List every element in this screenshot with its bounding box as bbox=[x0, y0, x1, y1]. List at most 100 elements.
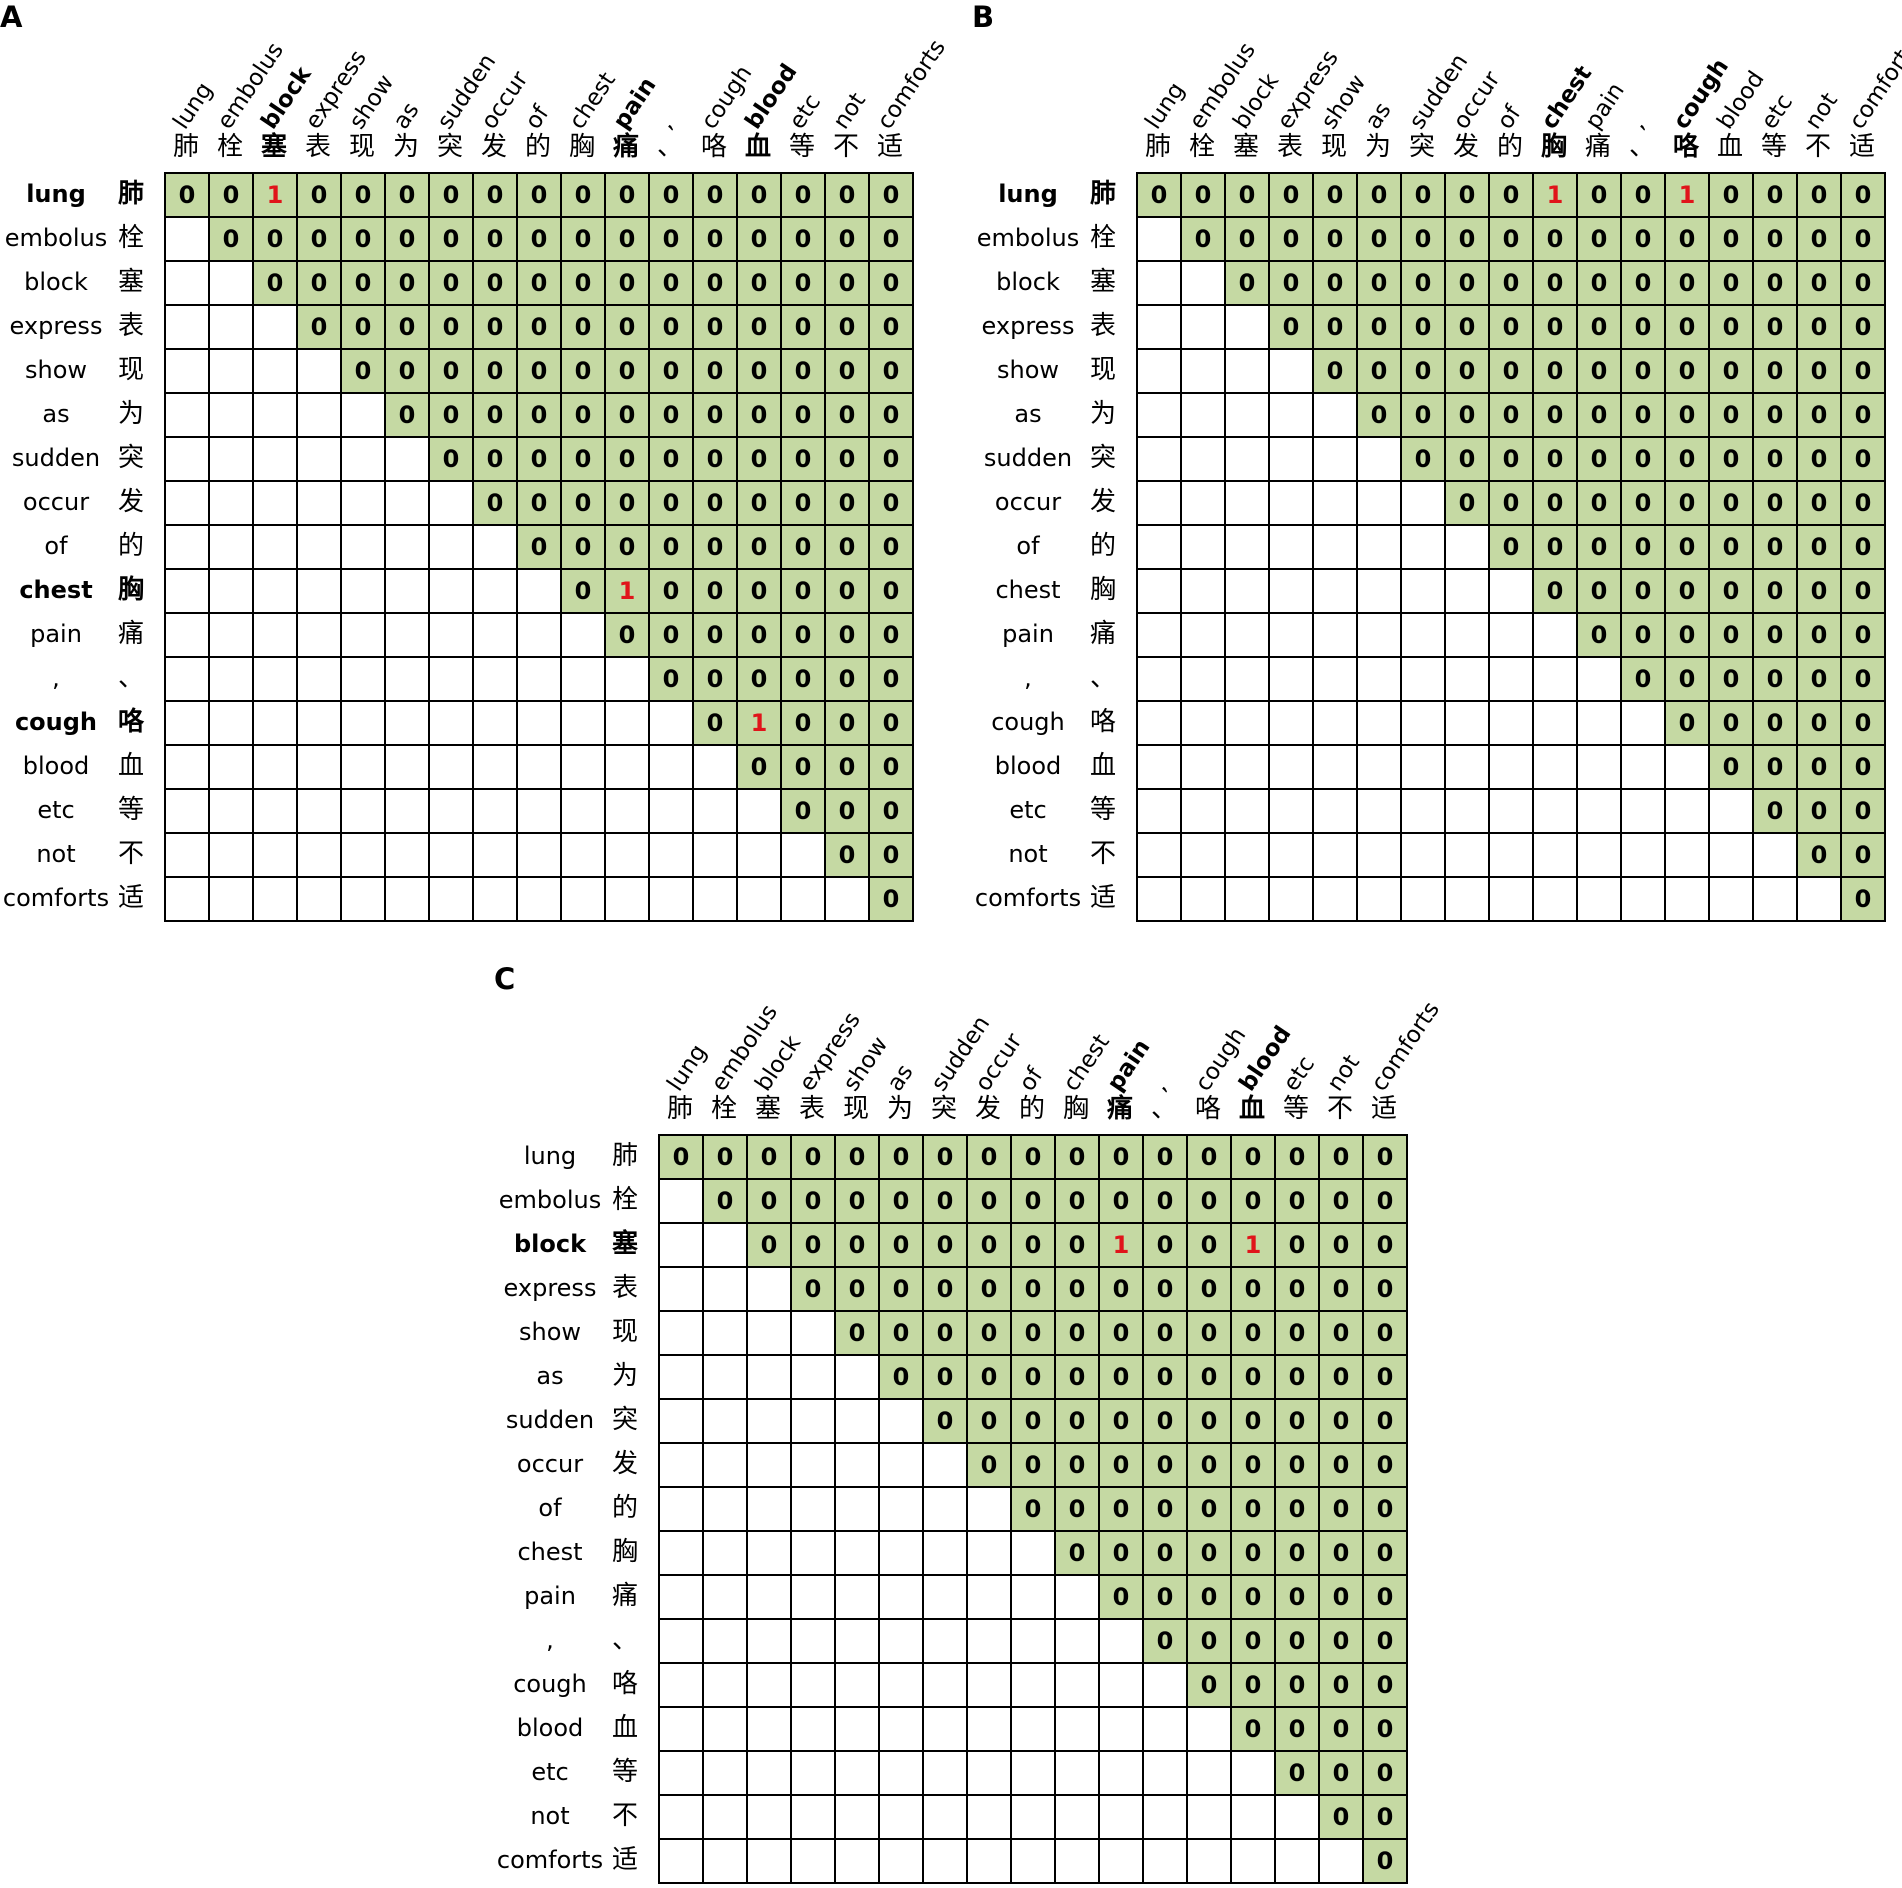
matrix-cell bbox=[1012, 1576, 1056, 1620]
matrix-cell bbox=[166, 526, 210, 570]
column-label-zh: 肺 bbox=[666, 1094, 693, 1124]
matrix-cell: 0 bbox=[1100, 1180, 1144, 1224]
matrix-cell bbox=[1226, 746, 1270, 790]
matrix-cell: 0 bbox=[606, 218, 650, 262]
row-label-en: of bbox=[1016, 532, 1040, 560]
matrix-cell bbox=[880, 1708, 924, 1752]
matrix-cell bbox=[1358, 746, 1402, 790]
matrix-cell bbox=[660, 1444, 704, 1488]
matrix-cell bbox=[660, 1752, 704, 1796]
column-label-zh: 现 bbox=[348, 132, 375, 162]
matrix-cell: 0 bbox=[1364, 1576, 1408, 1620]
matrix-cell bbox=[1358, 614, 1402, 658]
matrix-cell: 0 bbox=[1144, 1400, 1188, 1444]
matrix-cell: 0 bbox=[650, 658, 694, 702]
matrix-cell: 0 bbox=[1276, 1664, 1320, 1708]
matrix-cell: 0 bbox=[1534, 438, 1578, 482]
row-label-zh: 等 bbox=[117, 795, 144, 825]
matrix-cell: 0 bbox=[826, 438, 870, 482]
matrix-cell bbox=[210, 482, 254, 526]
matrix-cell bbox=[1314, 834, 1358, 878]
matrix-cell bbox=[880, 1488, 924, 1532]
row-label-en: block bbox=[24, 268, 88, 296]
row-label-en: , bbox=[546, 1626, 554, 1654]
matrix-cell: 0 bbox=[870, 570, 914, 614]
row-label-en: lung bbox=[998, 180, 1058, 208]
matrix-cell: 0 bbox=[1534, 482, 1578, 526]
matrix-cell: 0 bbox=[738, 306, 782, 350]
row-label-zh: 等 bbox=[611, 1757, 638, 1787]
row-label-en: as bbox=[1014, 400, 1042, 428]
matrix-cell: 0 bbox=[1232, 1708, 1276, 1752]
matrix-cell: 0 bbox=[210, 174, 254, 218]
matrix-cell: 0 bbox=[474, 174, 518, 218]
matrix-cell: 0 bbox=[924, 1400, 968, 1444]
matrix-cell bbox=[254, 702, 298, 746]
matrix-cell: 0 bbox=[650, 174, 694, 218]
matrix-cell bbox=[298, 570, 342, 614]
matrix-cell bbox=[1402, 746, 1446, 790]
matrix-cell bbox=[694, 878, 738, 922]
column-label-zh: 、 bbox=[1628, 132, 1655, 162]
matrix-cell: 0 bbox=[782, 482, 826, 526]
row-label-en: express bbox=[9, 312, 103, 340]
matrix-cell: 0 bbox=[826, 570, 870, 614]
matrix-cell: 0 bbox=[1622, 482, 1666, 526]
matrix-cell bbox=[1226, 438, 1270, 482]
column-label-zh: 发 bbox=[480, 132, 507, 162]
matrix-cell bbox=[386, 614, 430, 658]
matrix-cell: 0 bbox=[1710, 350, 1754, 394]
row-label-en: occur bbox=[994, 488, 1062, 516]
row-label-zh: 胸 bbox=[1089, 575, 1116, 605]
matrix-cell: 0 bbox=[968, 1356, 1012, 1400]
matrix-cell: 0 bbox=[430, 174, 474, 218]
matrix-cell bbox=[1138, 702, 1182, 746]
matrix-cell bbox=[1100, 1840, 1144, 1884]
matrix-cell bbox=[1182, 350, 1226, 394]
row-label-en: blood bbox=[516, 1714, 584, 1742]
matrix-cell: 0 bbox=[738, 394, 782, 438]
matrix-cell: 0 bbox=[1320, 1224, 1364, 1268]
matrix-cell bbox=[968, 1620, 1012, 1664]
matrix-cell: 0 bbox=[1012, 1224, 1056, 1268]
matrix-cell bbox=[562, 614, 606, 658]
matrix-cell bbox=[836, 1708, 880, 1752]
matrix-cell: 0 bbox=[1270, 262, 1314, 306]
matrix-cell: 0 bbox=[1232, 1488, 1276, 1532]
matrix-cell: 0 bbox=[1402, 306, 1446, 350]
matrix-cell bbox=[1666, 878, 1710, 922]
matrix-cell: 0 bbox=[836, 1224, 880, 1268]
column-label-zh: 栓 bbox=[216, 132, 243, 162]
column-label-zh: 适 bbox=[1370, 1094, 1397, 1124]
matrix-cell: 0 bbox=[704, 1136, 748, 1180]
matrix-cell bbox=[1402, 878, 1446, 922]
matrix-cell: 0 bbox=[518, 262, 562, 306]
row-label-en: cough bbox=[513, 1670, 587, 1698]
column-label-zh: 痛 bbox=[1106, 1094, 1133, 1124]
matrix-cell: 0 bbox=[660, 1136, 704, 1180]
matrix-cell bbox=[1138, 438, 1182, 482]
matrix-cell: 0 bbox=[606, 614, 650, 658]
matrix-cell bbox=[386, 658, 430, 702]
matrix-cell: 0 bbox=[968, 1136, 1012, 1180]
column-label-zh: 的 bbox=[524, 132, 551, 162]
matrix-cell bbox=[474, 878, 518, 922]
matrix-cell bbox=[880, 1576, 924, 1620]
matrix-cell bbox=[1270, 394, 1314, 438]
matrix-cell bbox=[430, 878, 474, 922]
matrix-cell: 0 bbox=[1270, 218, 1314, 262]
matrix-cell bbox=[298, 834, 342, 878]
matrix-cell: 0 bbox=[1320, 1576, 1364, 1620]
matrix-cell bbox=[1534, 746, 1578, 790]
matrix-cell bbox=[1666, 790, 1710, 834]
matrix-cell: 0 bbox=[1364, 1136, 1408, 1180]
matrix-cell: 0 bbox=[1364, 1840, 1408, 1884]
matrix-cell: 0 bbox=[1842, 614, 1886, 658]
matrix-cell: 0 bbox=[1364, 1532, 1408, 1576]
column-label-zh: 突 bbox=[930, 1094, 957, 1124]
matrix-cell bbox=[1270, 482, 1314, 526]
matrix-cell: 0 bbox=[518, 306, 562, 350]
matrix-cell: 0 bbox=[1314, 218, 1358, 262]
matrix-cell bbox=[748, 1664, 792, 1708]
matrix-cell bbox=[166, 834, 210, 878]
